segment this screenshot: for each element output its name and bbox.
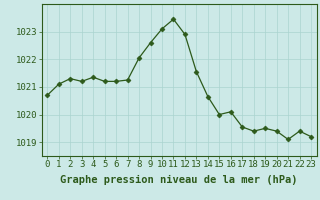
X-axis label: Graphe pression niveau de la mer (hPa): Graphe pression niveau de la mer (hPa) bbox=[60, 175, 298, 185]
